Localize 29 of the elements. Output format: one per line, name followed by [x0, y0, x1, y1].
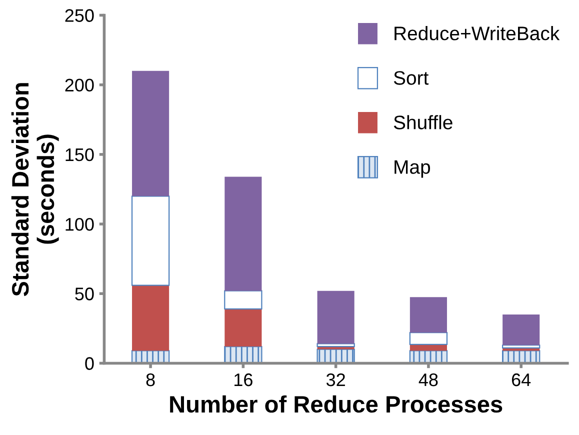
legend-label: Shuffle [394, 115, 452, 130]
legend-label: Map [394, 160, 430, 178]
legend-label: Sort [394, 71, 429, 85]
x-tick-label: 48 [418, 373, 438, 386]
bar [410, 297, 447, 333]
bar [131, 196, 170, 286]
bar [224, 346, 262, 364]
x-axis-title: Number of Reduce Processes [170, 395, 502, 413]
x-tick-label: 8 [146, 373, 155, 386]
bar [317, 346, 354, 350]
bar [224, 290, 262, 310]
bar [224, 308, 262, 347]
y-tick-label: 0 [85, 357, 94, 370]
bar [132, 285, 170, 351]
y-tick-label: 200 [65, 78, 94, 92]
bar [409, 332, 448, 345]
bar [132, 70, 170, 196]
bar [317, 290, 354, 344]
x-tick-label: 16 [234, 373, 252, 386]
y-tick-label: 100 [66, 218, 94, 231]
bar [224, 176, 262, 291]
y-tick-label: 150 [66, 148, 94, 162]
x-tick-label: 32 [326, 373, 345, 386]
legend-label: Reduce+WriteBack [394, 26, 560, 40]
x-tick-label: 64 [512, 373, 531, 386]
y-axis-title: Standard Deviation (seconds) [11, 83, 59, 296]
bar [502, 314, 540, 346]
y-tick-label: 250 [65, 9, 94, 22]
y-tick-label: 50 [75, 288, 94, 300]
